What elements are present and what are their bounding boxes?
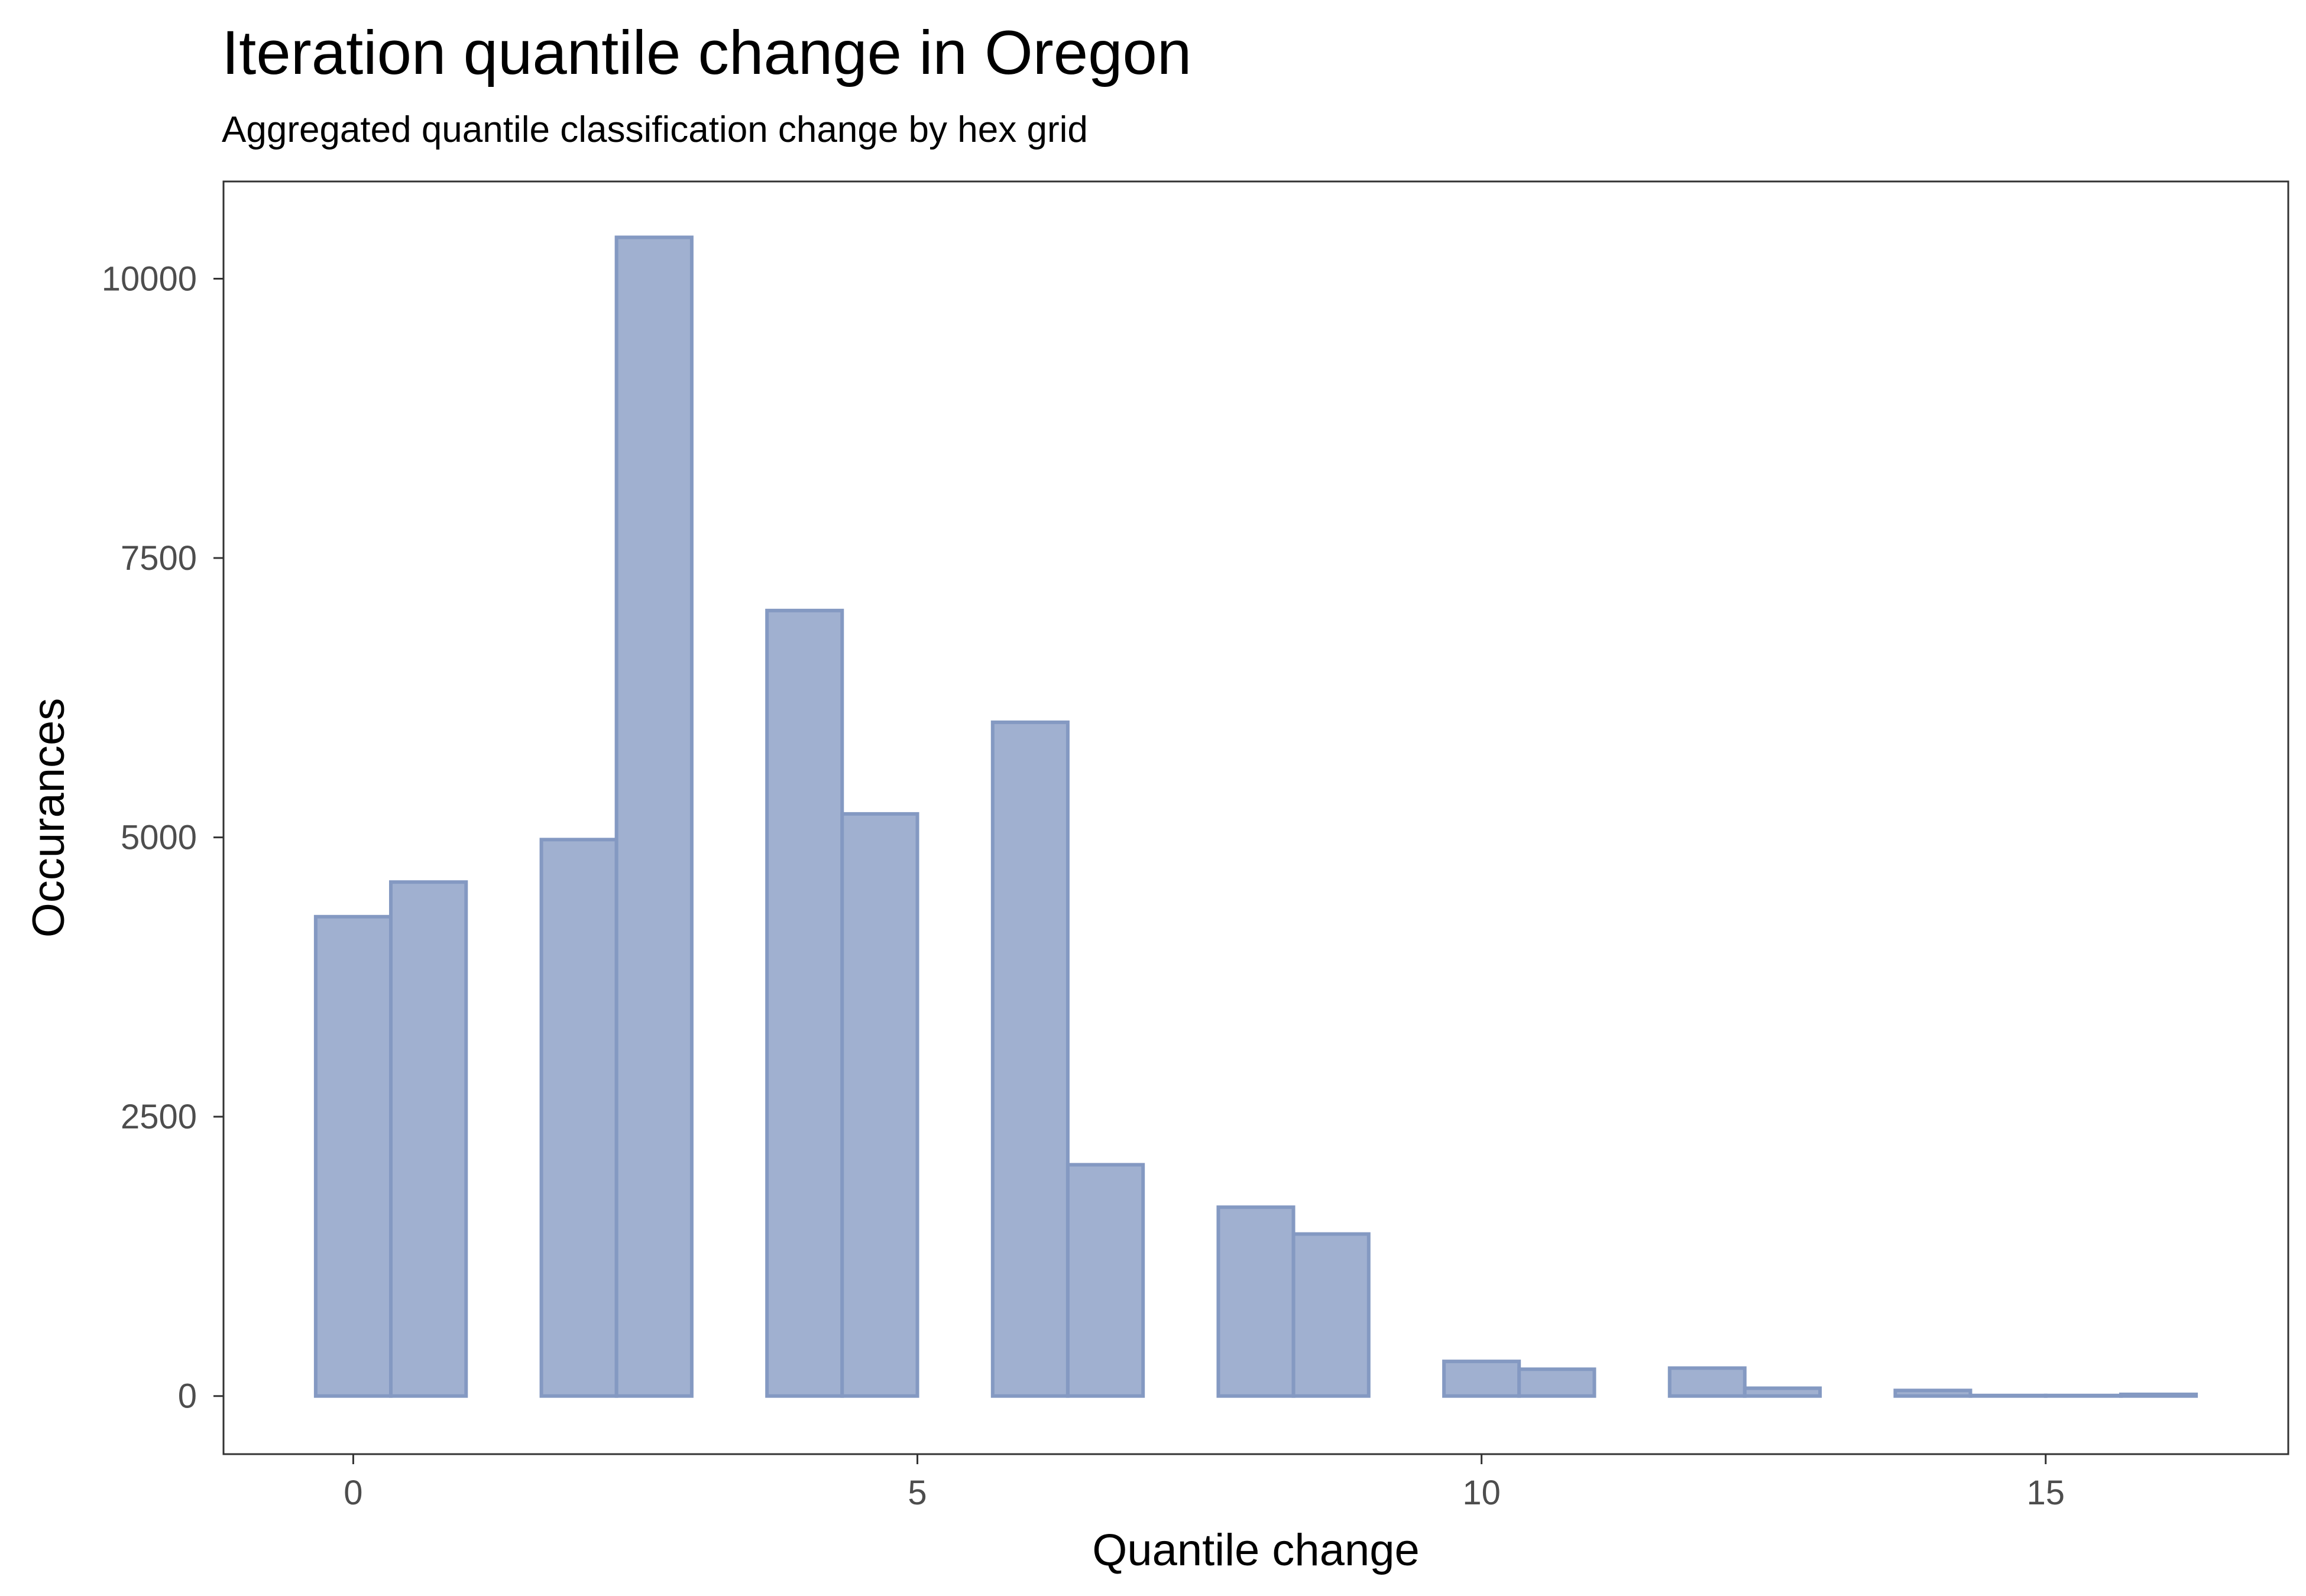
bars-group bbox=[313, 235, 2198, 1398]
plot-panel-border bbox=[222, 180, 2289, 1455]
histogram-bar bbox=[388, 880, 468, 1398]
chart-title: Iteration quantile change in Oregon bbox=[222, 18, 1191, 87]
y-tick-label: 0 bbox=[178, 1377, 197, 1416]
x-tick-label: 15 bbox=[2026, 1474, 2065, 1512]
histogram-bar bbox=[614, 235, 694, 1398]
histogram-bar bbox=[1216, 1205, 1295, 1398]
histogram-bar bbox=[1291, 1232, 1371, 1398]
x-tick-label: 5 bbox=[908, 1474, 927, 1512]
histogram-bar bbox=[990, 720, 1070, 1398]
x-tick-label: 0 bbox=[344, 1474, 362, 1512]
y-tick-label: 7500 bbox=[121, 539, 197, 578]
y-tick-label: 10000 bbox=[102, 259, 197, 298]
histogram-bar bbox=[1743, 1386, 1822, 1398]
x-axis: 0 5 10 15 bbox=[344, 1454, 2065, 1512]
histogram-bar bbox=[1517, 1367, 1596, 1398]
y-axis: 0 2500 5000 7500 10000 bbox=[102, 259, 224, 1416]
histogram-bar bbox=[1065, 1163, 1145, 1398]
histogram-bar bbox=[1667, 1366, 1747, 1398]
x-tick-label: 10 bbox=[1462, 1474, 1501, 1512]
histogram-bar bbox=[1893, 1389, 1973, 1398]
histogram-bar bbox=[313, 914, 393, 1398]
y-tick-label: 2500 bbox=[121, 1098, 197, 1136]
y-axis-title: Occurances bbox=[24, 698, 74, 938]
y-tick-label: 5000 bbox=[121, 819, 197, 857]
x-axis-title: Quantile change bbox=[1092, 1525, 1420, 1575]
histogram-bar bbox=[2119, 1392, 2198, 1398]
chart-subtitle: Aggregated quantile classification chang… bbox=[222, 109, 1088, 150]
histogram-bar bbox=[840, 812, 919, 1398]
histogram-bar bbox=[539, 838, 618, 1398]
histogram-bar bbox=[1442, 1360, 1521, 1398]
histogram-bar bbox=[765, 608, 844, 1398]
